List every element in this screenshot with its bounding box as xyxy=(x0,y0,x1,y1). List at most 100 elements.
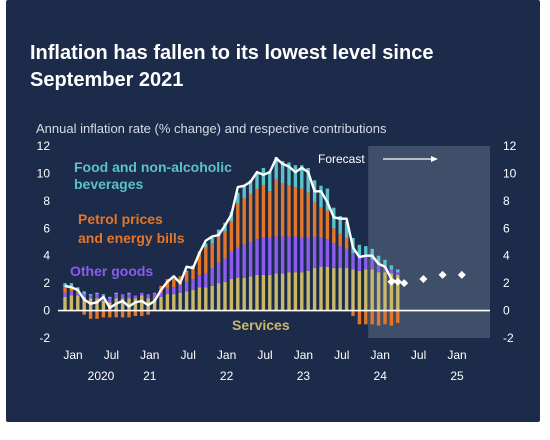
bar-segment-goods xyxy=(69,291,74,296)
bar-segment-energy xyxy=(120,310,125,318)
bar-segment-goods xyxy=(191,279,195,290)
chart-title: Inflation has fallen to its lowest level… xyxy=(30,42,434,91)
bar-segment-services xyxy=(101,300,106,311)
bar-segment-food xyxy=(127,292,131,295)
x-tick-label: Jan xyxy=(371,348,390,362)
bar-segment-services xyxy=(172,294,176,311)
bar-segment-goods xyxy=(344,248,349,269)
inflation-line xyxy=(64,157,399,309)
bar-segment-services xyxy=(242,277,246,311)
bar-segment-energy xyxy=(184,272,189,282)
bar-segment-food xyxy=(338,215,342,234)
x-year-label: 23 xyxy=(297,369,311,383)
bar-segment-services xyxy=(344,268,349,311)
forecast-point xyxy=(393,277,402,286)
chart-subtitle: Annual inflation rate (% change) and res… xyxy=(36,121,387,136)
y-tick-label-left: 2 xyxy=(43,276,50,290)
bar-segment-goods xyxy=(146,294,150,299)
bar-segment-goods xyxy=(229,251,234,280)
bar-segment-food xyxy=(255,173,259,189)
bar-segment-services xyxy=(165,294,170,311)
bar-segment-services xyxy=(223,281,227,311)
bar-segment-services xyxy=(268,274,272,311)
bar-segment-energy xyxy=(197,254,202,275)
bar-segment-energy xyxy=(312,202,317,237)
bar-segment-services xyxy=(69,295,74,311)
bar-segment-energy xyxy=(63,287,67,293)
x-tick-label: Jul xyxy=(257,348,272,362)
bar-segment-services xyxy=(255,274,259,311)
bar-segment-food xyxy=(325,188,330,211)
bar-segment-energy xyxy=(146,310,150,315)
bar-segment-goods xyxy=(159,292,163,297)
forecast-point xyxy=(438,270,447,279)
bar-segment-goods xyxy=(338,246,342,269)
x-tick-label: Jul xyxy=(411,348,426,362)
bar-segment-services xyxy=(280,273,285,311)
bar-segment-services xyxy=(127,298,131,311)
bar-segment-energy xyxy=(389,310,394,326)
bar-segment-energy xyxy=(236,203,240,248)
bar-segment-food xyxy=(376,255,381,264)
bar-segment-food xyxy=(204,243,208,248)
bar-segment-food xyxy=(101,294,106,296)
bar-segment-services xyxy=(364,269,368,311)
x-year-label: 25 xyxy=(450,369,464,383)
y-tick-label-right: 2 xyxy=(503,276,510,290)
series-label: Food and non-alcoholic xyxy=(74,159,232,175)
bar-segment-energy xyxy=(140,310,144,317)
bar-segment-services xyxy=(325,266,330,311)
bar-segment-services xyxy=(184,291,189,311)
x-tick-label: Jan xyxy=(63,348,82,362)
bar-segment-goods xyxy=(325,239,330,267)
y-tick-label-left: 12 xyxy=(37,139,51,153)
bar-segment-goods xyxy=(88,295,93,299)
bar-segment-energy xyxy=(248,194,253,242)
bar-segment-services xyxy=(274,273,278,311)
bar-segment-food xyxy=(95,292,99,295)
x-tick-label: Jan xyxy=(217,348,236,362)
bar-segment-services xyxy=(248,276,253,311)
bar-segment-energy xyxy=(268,191,272,238)
y-tick-label-right: 12 xyxy=(503,139,517,153)
bar-segment-goods xyxy=(312,236,317,269)
bar-segment-food xyxy=(280,161,285,184)
bar-segment-services xyxy=(319,266,323,311)
bar-segment-goods xyxy=(223,258,227,282)
series-label: Petrol prices xyxy=(78,211,163,227)
bar-segment-services xyxy=(216,283,221,311)
bar-segment-food xyxy=(242,185,246,199)
bar-segment-services xyxy=(261,274,266,311)
bar-segment-goods xyxy=(216,262,221,284)
bar-segment-energy xyxy=(108,310,112,318)
x-year-label: 2020 xyxy=(88,369,115,383)
bar-segment-services xyxy=(357,270,362,311)
bar-segment-goods xyxy=(248,242,253,277)
bar-segment-goods xyxy=(274,236,278,274)
bar-segment-services xyxy=(191,290,195,311)
bar-segment-goods xyxy=(306,237,310,271)
bar-segment-goods xyxy=(210,268,214,286)
bar-segment-energy xyxy=(114,310,118,318)
bar-segment-goods xyxy=(332,243,336,269)
bar-segment-services xyxy=(396,274,400,311)
bar-segment-energy xyxy=(255,188,259,240)
forecast-point xyxy=(400,279,409,288)
forecast-arrow-head xyxy=(431,156,438,162)
bar-segment-food xyxy=(357,244,362,258)
bar-segment-energy xyxy=(127,310,131,318)
bar-segment-goods xyxy=(370,259,374,270)
bar-segment-goods xyxy=(268,237,272,275)
y-tick-label-left: 10 xyxy=(37,166,51,180)
bar-segment-goods xyxy=(178,285,182,293)
bar-segment-services xyxy=(152,298,157,311)
bar-segment-energy xyxy=(82,310,86,315)
bar-segment-goods xyxy=(280,236,285,274)
bar-segment-energy xyxy=(229,221,234,252)
bar-segment-energy xyxy=(357,310,362,325)
bar-segment-food xyxy=(184,270,189,273)
bar-segment-goods xyxy=(255,239,259,275)
bar-segment-services xyxy=(197,287,202,311)
bar-segment-goods xyxy=(184,281,189,292)
